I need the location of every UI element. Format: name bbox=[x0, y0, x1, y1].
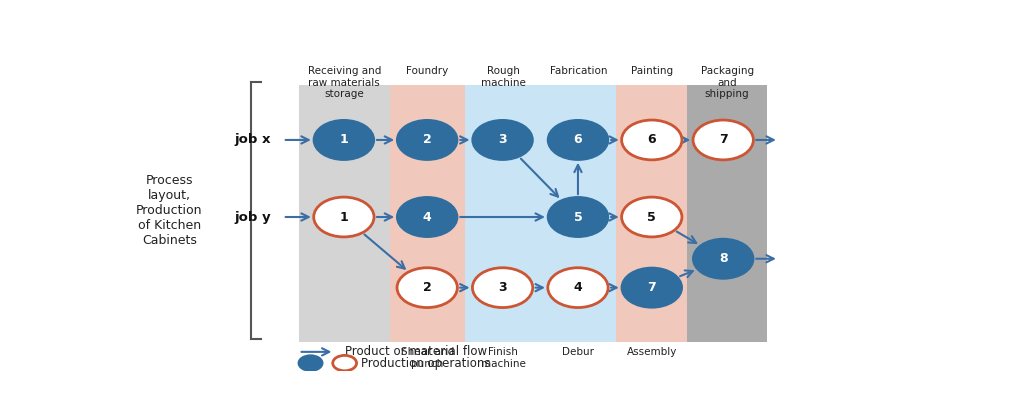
Text: Receiving and
raw materials
storage: Receiving and raw materials storage bbox=[307, 66, 381, 99]
Text: Rough
machine: Rough machine bbox=[480, 66, 525, 88]
Bar bbox=[390, 85, 465, 342]
Text: 2: 2 bbox=[423, 133, 431, 146]
Text: 8: 8 bbox=[719, 252, 727, 265]
Ellipse shape bbox=[472, 268, 532, 308]
Text: job y: job y bbox=[234, 211, 270, 224]
Text: Shear and
punch: Shear and punch bbox=[401, 347, 455, 369]
Text: 3: 3 bbox=[499, 281, 507, 294]
Ellipse shape bbox=[622, 197, 682, 237]
Text: 1: 1 bbox=[340, 211, 348, 224]
Ellipse shape bbox=[333, 355, 356, 371]
Text: 4: 4 bbox=[573, 281, 583, 294]
Ellipse shape bbox=[548, 268, 608, 308]
Ellipse shape bbox=[622, 268, 682, 308]
Text: 5: 5 bbox=[647, 211, 656, 224]
Text: 4: 4 bbox=[423, 211, 431, 224]
Text: Product or material flow: Product or material flow bbox=[345, 345, 486, 358]
Ellipse shape bbox=[693, 120, 754, 160]
Text: 3: 3 bbox=[499, 133, 507, 146]
Bar bbox=[299, 85, 390, 342]
Text: Production operations: Production operations bbox=[360, 357, 490, 369]
Ellipse shape bbox=[397, 197, 458, 237]
Ellipse shape bbox=[548, 120, 608, 160]
Text: Painting: Painting bbox=[631, 66, 673, 76]
Ellipse shape bbox=[299, 355, 323, 371]
Ellipse shape bbox=[622, 120, 682, 160]
Text: Process
layout,
Production
of Kitchen
Cabinets: Process layout, Production of Kitchen Ca… bbox=[136, 174, 203, 247]
Ellipse shape bbox=[693, 239, 754, 279]
Text: Packaging
and
shipping: Packaging and shipping bbox=[700, 66, 754, 99]
Text: 6: 6 bbox=[573, 133, 583, 146]
Text: 7: 7 bbox=[719, 133, 728, 146]
Ellipse shape bbox=[313, 197, 374, 237]
Text: 5: 5 bbox=[573, 211, 583, 224]
Ellipse shape bbox=[397, 120, 458, 160]
Ellipse shape bbox=[472, 120, 532, 160]
Ellipse shape bbox=[397, 268, 458, 308]
Text: Finish
machine: Finish machine bbox=[480, 347, 525, 369]
Text: 7: 7 bbox=[647, 281, 656, 294]
Ellipse shape bbox=[313, 120, 374, 160]
Bar bbox=[465, 85, 541, 342]
Text: 2: 2 bbox=[423, 281, 431, 294]
Text: Foundry: Foundry bbox=[407, 66, 449, 76]
Bar bbox=[541, 85, 616, 342]
Bar bbox=[616, 85, 687, 342]
Text: 6: 6 bbox=[647, 133, 656, 146]
Text: Fabrication: Fabrication bbox=[550, 66, 607, 76]
Text: job x: job x bbox=[234, 133, 270, 146]
Ellipse shape bbox=[548, 197, 608, 237]
Bar bbox=[687, 85, 767, 342]
Text: 1: 1 bbox=[340, 133, 348, 146]
Text: Assembly: Assembly bbox=[627, 347, 677, 357]
Text: Debur: Debur bbox=[562, 347, 594, 357]
